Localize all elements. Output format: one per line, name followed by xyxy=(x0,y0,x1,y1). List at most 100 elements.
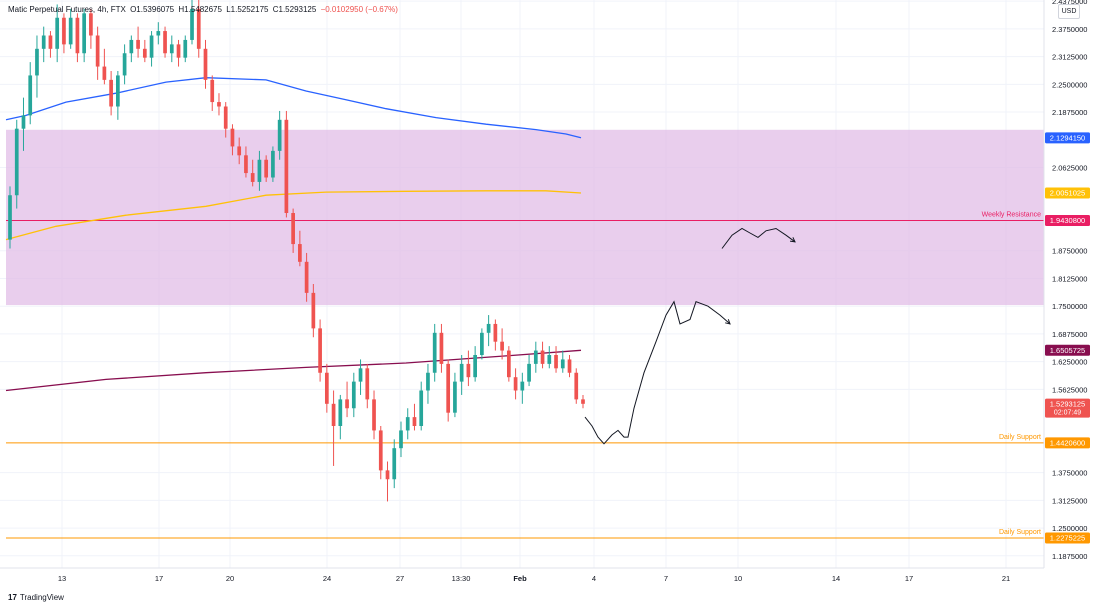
x-tick-label: 21 xyxy=(1002,574,1010,583)
candle-body xyxy=(513,377,518,391)
y-tick-label: 1.8125000 xyxy=(1052,274,1087,283)
tradingview-logo-text: TradingView xyxy=(19,593,64,602)
candle-body xyxy=(109,79,113,107)
candle-body xyxy=(304,261,309,293)
candle-body xyxy=(95,35,100,67)
candle-body xyxy=(493,323,498,342)
candle-body xyxy=(142,48,147,58)
candle-body xyxy=(419,390,424,426)
candle-body xyxy=(102,66,107,80)
candle-body xyxy=(298,244,302,262)
y-tick-label: 2.2500000 xyxy=(1052,80,1087,89)
candle-body xyxy=(520,381,525,391)
candle-body xyxy=(176,44,181,58)
price-tag-value: 1.9430800 xyxy=(1050,216,1085,225)
candle-body xyxy=(210,79,215,103)
close-label: C xyxy=(272,5,279,14)
candle-body xyxy=(412,417,417,426)
candle-body xyxy=(82,13,87,54)
x-tick-label: Feb xyxy=(513,574,527,583)
candle-body xyxy=(378,430,383,471)
level-label: Weekly Resistance xyxy=(982,212,1042,219)
x-axis: 13 17 20 24 27 13:30 Feb 4 7 10 14 17 21 xyxy=(0,567,1044,583)
candle-body xyxy=(223,106,228,129)
tradingview-logo[interactable]: 17 TradingView xyxy=(8,593,64,602)
y-tick-label: 1.3125000 xyxy=(1052,496,1087,505)
price-labels: 2.1294150 2.0051025 1.9430800 1.6505725 1.52… xyxy=(1045,132,1090,544)
candle-body xyxy=(446,363,451,413)
candle-body xyxy=(581,399,585,404)
close-value: 1.5293125 xyxy=(278,5,317,14)
price-tag-value: 2.1294150 xyxy=(1050,133,1085,142)
moving-average-line xyxy=(5,349,582,392)
candle-body xyxy=(62,17,66,45)
candle-body xyxy=(129,39,134,54)
y-tick-label: 1.5625000 xyxy=(1052,385,1087,394)
price-tag xyxy=(1045,398,1090,418)
moving-averages xyxy=(5,77,582,392)
candle-body xyxy=(365,368,370,400)
candle-body xyxy=(237,146,242,156)
x-tick-label: 20 xyxy=(226,574,234,583)
currency-button[interactable]: USD xyxy=(1058,4,1080,19)
candle-body xyxy=(318,328,322,373)
candle-body xyxy=(136,39,140,49)
price-tag xyxy=(1045,215,1090,227)
candle-body xyxy=(426,372,430,391)
candle-body xyxy=(217,102,221,107)
candle-body xyxy=(257,159,262,182)
y-tick-label: 1.3750000 xyxy=(1052,469,1087,478)
candle-body xyxy=(163,31,167,54)
candle-body xyxy=(399,430,403,449)
candle-body xyxy=(271,150,275,178)
y-tick-label: 2.4375000 xyxy=(1052,0,1087,6)
x-tick-label: 7 xyxy=(664,574,668,583)
candle-body xyxy=(351,381,356,409)
x-tick-label: 13 xyxy=(58,574,66,583)
candle-body xyxy=(385,470,390,480)
y-tick-label: 1.6250000 xyxy=(1052,358,1087,367)
symbol-title: Matic Perpetual Futures, 4h, FTX xyxy=(8,5,126,14)
moving-average-line xyxy=(5,190,582,241)
candle-body xyxy=(324,372,329,404)
candle-body xyxy=(480,332,484,355)
high-label: H xyxy=(178,5,185,14)
weekly-resistance-zone xyxy=(6,129,1044,306)
candle-body xyxy=(55,17,60,49)
price-tag-countdown: 02:07:49 xyxy=(1054,410,1081,417)
y-tick-label: 2.3125000 xyxy=(1052,53,1087,62)
open-value: 1.5396075 xyxy=(136,5,175,14)
candle-body xyxy=(466,363,471,378)
candles xyxy=(8,0,585,502)
x-tick-label: 24 xyxy=(323,574,331,583)
x-tick-label: 17 xyxy=(905,574,913,583)
candle-body xyxy=(28,75,33,116)
candle-body xyxy=(405,417,410,431)
candle-body xyxy=(500,341,504,351)
candle-body xyxy=(116,75,120,107)
candle-body xyxy=(459,363,464,382)
candle-body xyxy=(574,372,579,400)
candle-body xyxy=(533,350,538,364)
levels: Weekly Resistance Daily Support Daily Supp… xyxy=(6,212,1044,539)
candle-body xyxy=(345,399,349,409)
candle-body xyxy=(473,355,477,378)
candle-body xyxy=(190,8,194,40)
candle-body xyxy=(21,115,26,129)
y-tick-label: 1.7500000 xyxy=(1052,302,1087,311)
price-tag xyxy=(1045,187,1090,199)
candle-body xyxy=(14,128,19,196)
tradingview-logo-icon: 17 xyxy=(8,593,17,602)
candle-body xyxy=(506,350,511,378)
candle-body xyxy=(372,399,376,431)
candle-body xyxy=(75,17,80,54)
price-tag-value: 1.2275225 xyxy=(1050,534,1085,543)
x-tick-label: 14 xyxy=(832,574,840,583)
price-tag-value: 2.0051025 xyxy=(1050,188,1085,197)
y-tick-label: 1.2500000 xyxy=(1052,524,1087,533)
candle-body xyxy=(89,13,93,36)
candle-body xyxy=(250,173,255,182)
candle-body xyxy=(230,128,235,147)
